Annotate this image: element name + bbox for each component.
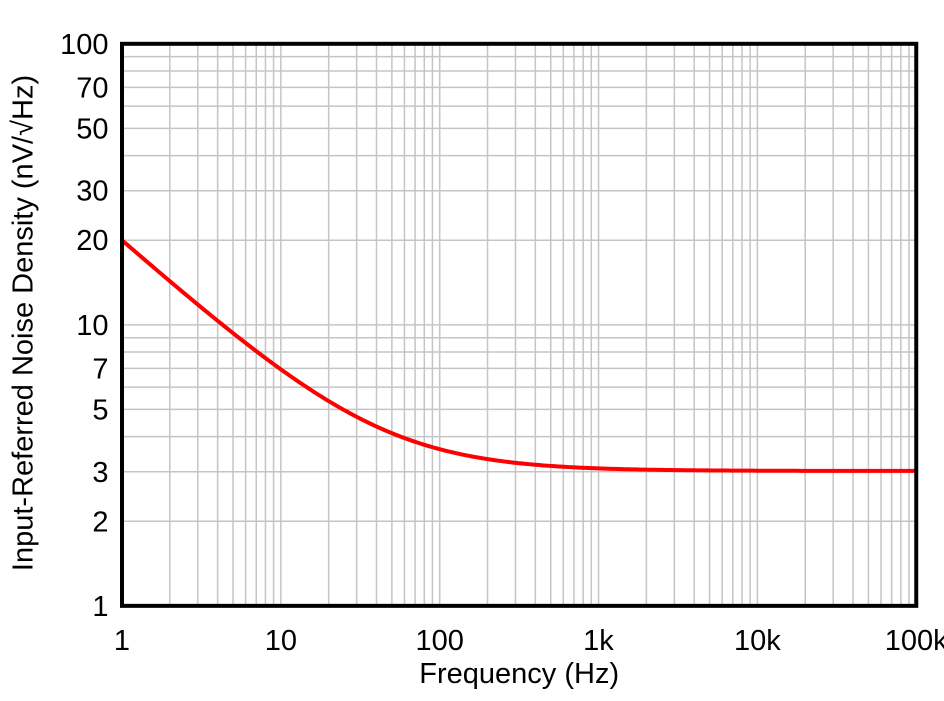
svg-text:Input-Referred Noise Density (: Input-Referred Noise Density (nV/√Hz) [8, 75, 40, 571]
svg-text:7: 7 [92, 353, 108, 385]
svg-text:100: 100 [416, 625, 464, 657]
svg-text:1: 1 [92, 591, 108, 623]
svg-text:100: 100 [60, 29, 108, 61]
svg-text:30: 30 [76, 176, 108, 208]
svg-text:1: 1 [114, 625, 130, 657]
svg-text:10: 10 [265, 625, 297, 657]
svg-text:2: 2 [92, 506, 108, 538]
svg-text:1k: 1k [583, 625, 614, 657]
svg-text:50: 50 [76, 113, 108, 145]
svg-text:10: 10 [76, 310, 108, 342]
svg-text:10k: 10k [734, 625, 781, 657]
svg-text:20: 20 [76, 225, 108, 257]
svg-text:5: 5 [92, 394, 108, 426]
svg-text:Frequency (Hz): Frequency (Hz) [419, 658, 619, 690]
svg-text:70: 70 [76, 72, 108, 104]
svg-text:100k: 100k [885, 625, 944, 657]
svg-text:3: 3 [92, 457, 108, 489]
